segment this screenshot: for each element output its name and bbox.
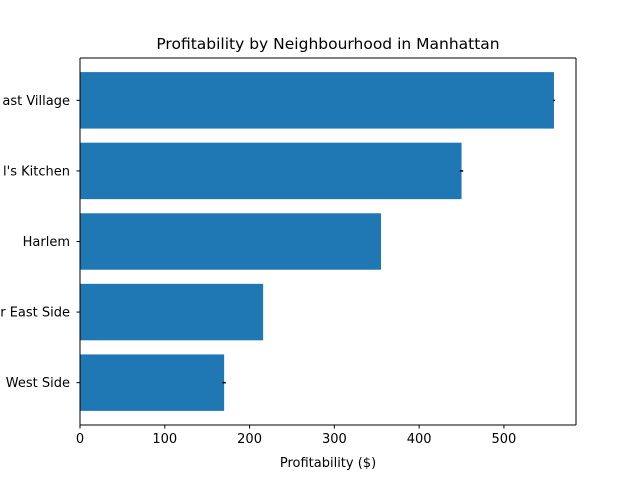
- chart-title: Profitability by Neighbourhood in Manhat…: [156, 35, 499, 53]
- y-tick-label-3: l's Kitchen: [3, 164, 70, 179]
- bars-layer: [80, 72, 555, 411]
- x-tick-label-0: 0: [76, 432, 84, 447]
- x-tick-label-1: 100: [152, 432, 177, 447]
- bar-1: [80, 283, 264, 341]
- axes-layer: West Side r East Side Harlem l's Kitchen ast…: [0, 57, 577, 447]
- bar-3: [80, 142, 462, 200]
- x-axis-label: Profitability ($): [280, 456, 376, 471]
- y-tick-label-1: r East Side: [0, 306, 70, 321]
- y-tick-label-2: Harlem: [23, 235, 70, 250]
- x-tick-label-4: 400: [407, 432, 432, 447]
- x-tick-label-2: 200: [237, 432, 262, 447]
- bar-4: [80, 72, 554, 129]
- y-tick-label-4: ast Village: [2, 94, 70, 109]
- bar-2: [80, 213, 381, 270]
- y-tick-label-0: West Side: [6, 376, 70, 391]
- bar-0: [80, 354, 225, 411]
- x-tick-label-3: 300: [322, 432, 347, 447]
- x-tick-label-5: 500: [492, 432, 517, 447]
